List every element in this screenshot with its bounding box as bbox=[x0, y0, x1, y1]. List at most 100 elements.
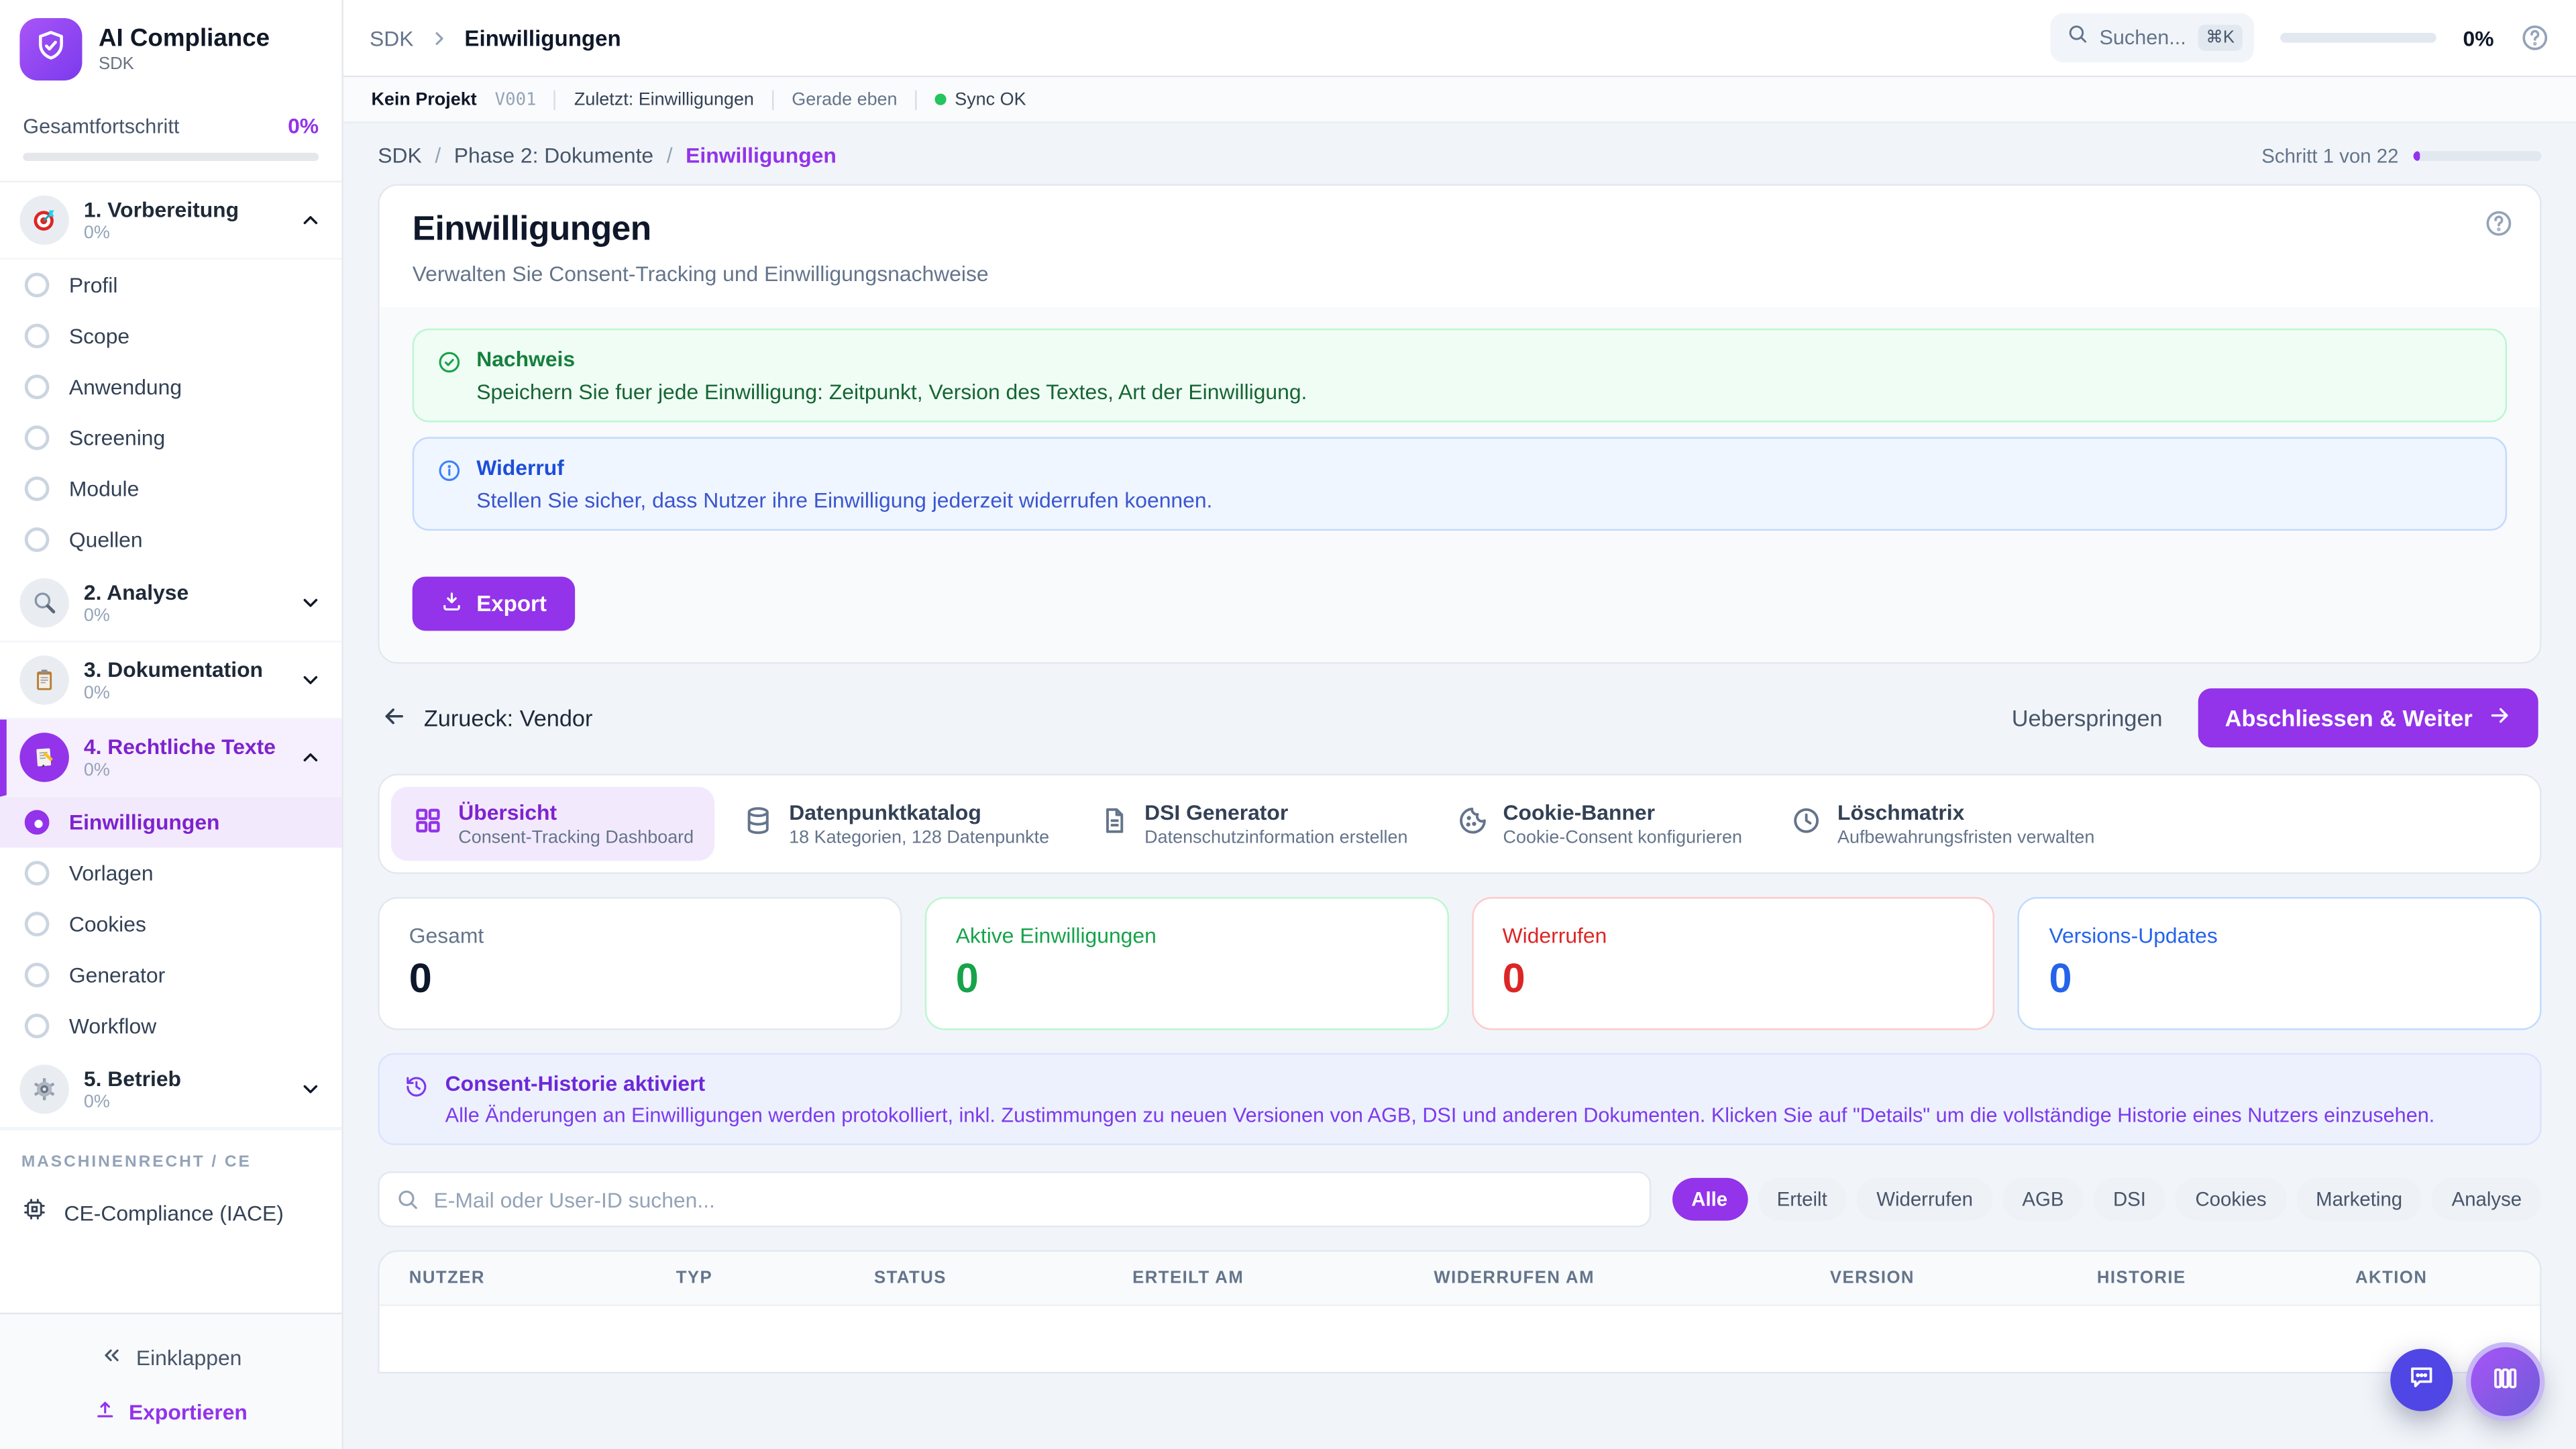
chip-agb[interactable]: AGB bbox=[2002, 1177, 2084, 1221]
sidebar-item-scope[interactable]: Scope bbox=[0, 311, 341, 362]
help-icon[interactable] bbox=[2520, 23, 2550, 52]
wizard-nav-row: Zurueck: Vendor Ueberspringen Abschliess… bbox=[381, 688, 2538, 748]
sidebar-item-profil[interactable]: Profil bbox=[0, 260, 341, 311]
board-view-fab-button[interactable] bbox=[2471, 1347, 2540, 1417]
sidebar-item-anwendung[interactable]: Anwendung bbox=[0, 362, 341, 413]
user-search-input[interactable] bbox=[378, 1171, 1650, 1228]
topbar-progress-bar bbox=[2280, 32, 2437, 43]
document-icon bbox=[1099, 804, 1130, 844]
sidebar-item-generator[interactable]: Generator bbox=[0, 950, 341, 1001]
step-progress-bar bbox=[2413, 150, 2542, 160]
tab-dsi-generator[interactable]: DSI Generator Datenschutzinformation erst… bbox=[1077, 787, 1430, 861]
stat-gesamt: Gesamt 0 bbox=[378, 897, 902, 1030]
cpu-icon bbox=[21, 1196, 48, 1230]
skip-button[interactable]: Ueberspringen bbox=[2011, 704, 2163, 731]
breadcrumb: SDK / Phase 2: Dokumente / Einwilligunge… bbox=[378, 143, 837, 168]
sidebar-section-analyse[interactable]: 2. Analyse 0% bbox=[0, 565, 342, 643]
col-widerrufen-am: WIDERRUFEN AM bbox=[1434, 1268, 1595, 1288]
breadcrumb-active: Einwilligungen bbox=[686, 143, 837, 168]
sidebar-item-workflow[interactable]: Workflow bbox=[0, 1000, 341, 1051]
sidebar-section-betrieb[interactable]: 5. Betrieb 0% bbox=[0, 1051, 342, 1129]
info-circle-icon bbox=[437, 455, 462, 513]
sidebar-nav: 1. Vorbereitung 0% Profil Scope Anwendun… bbox=[0, 182, 342, 1313]
radio-icon bbox=[24, 425, 50, 451]
chip-widerrufen[interactable]: Widerrufen bbox=[1856, 1177, 1993, 1221]
section-label: 3. Dokumentation bbox=[83, 657, 264, 682]
col-nutzer: NUTZER bbox=[409, 1268, 485, 1288]
chat-bubble-icon bbox=[2407, 1361, 2436, 1399]
page-breadcrumb-row: SDK / Phase 2: Dokumente / Einwilligunge… bbox=[378, 143, 2542, 168]
tab-cookie-banner[interactable]: Cookie-Banner Cookie-Consent konfiguriere… bbox=[1436, 787, 1764, 861]
alert-nachweis: Nachweis Speichern Sie fuer jede Einwill… bbox=[412, 328, 2508, 423]
radio-icon bbox=[24, 323, 50, 349]
project-statusbar: Kein Projekt V001 Zuletzt: Einwilligunge… bbox=[343, 77, 2576, 123]
tab-uebersicht[interactable]: Übersicht Consent-Tracking Dashboard bbox=[390, 787, 715, 861]
radio-icon bbox=[24, 476, 50, 501]
col-typ: TYP bbox=[676, 1268, 713, 1288]
user-search bbox=[378, 1171, 1650, 1228]
sidebar-item-cookies[interactable]: Cookies bbox=[0, 899, 341, 950]
chat-fab-button[interactable] bbox=[2390, 1348, 2453, 1411]
sidebar-item-ce-compliance[interactable]: CE-Compliance (IACE) bbox=[0, 1183, 341, 1250]
chip-analyse[interactable]: Analyse bbox=[2432, 1177, 2542, 1221]
chip-dsi[interactable]: DSI bbox=[2093, 1177, 2166, 1221]
chip-cookies[interactable]: Cookies bbox=[2176, 1177, 2287, 1221]
stat-widerrufen: Widerrufen 0 bbox=[1471, 897, 1995, 1030]
sidebar-item-screening[interactable]: Screening bbox=[0, 413, 341, 464]
app-title: AI Compliance bbox=[98, 24, 270, 53]
search-icon bbox=[2066, 23, 2088, 52]
grid-icon bbox=[413, 804, 444, 844]
topbar: SDK Einwilligungen Suchen... ⌘K 0% bbox=[343, 0, 2576, 78]
export-button[interactable]: Export bbox=[412, 576, 575, 631]
breadcrumb-phase[interactable]: Phase 2: Dokumente bbox=[453, 143, 654, 168]
section-percent: 0% bbox=[83, 1092, 110, 1112]
global-search[interactable]: Suchen... ⌘K bbox=[2049, 13, 2255, 63]
radio-icon bbox=[24, 861, 50, 885]
collapse-sidebar-button[interactable]: Einklappen bbox=[0, 1331, 341, 1385]
sidebar-group-label: MASCHINENRECHT / CE bbox=[0, 1128, 342, 1183]
sidebar-item-einwilligungen[interactable]: Einwilligungen bbox=[0, 796, 342, 848]
magnifier-icon bbox=[19, 578, 69, 628]
sidebar-section-rechtliche-texte[interactable]: 4. Rechtliche Texte 0% bbox=[0, 719, 342, 797]
radio-icon bbox=[24, 1014, 50, 1038]
global-search-placeholder: Suchen... bbox=[2099, 26, 2186, 50]
breadcrumb-sdk[interactable]: SDK bbox=[378, 143, 422, 168]
sidebar-export-button[interactable]: Exportieren bbox=[0, 1385, 341, 1426]
radio-selected-icon bbox=[24, 810, 50, 835]
section-label: 4. Rechtliche Texte bbox=[83, 734, 276, 759]
banner-title: Consent-Historie aktiviert bbox=[445, 1071, 706, 1096]
col-status: STATUS bbox=[874, 1268, 947, 1288]
breadcrumb-root[interactable]: SDK bbox=[370, 25, 414, 50]
page-subtitle: Verwalten Sie Consent-Tracking und Einwi… bbox=[412, 261, 989, 286]
back-link[interactable]: Zurueck: Vendor bbox=[381, 702, 592, 734]
section-percent: 0% bbox=[83, 223, 110, 244]
banner-text: Alle Änderungen an Einwilligungen werden… bbox=[445, 1104, 2435, 1127]
app-logo bbox=[19, 17, 83, 80]
section-percent: 0% bbox=[83, 683, 110, 704]
section-items-vorbereitung: Profil Scope Anwendung Screening Module … bbox=[0, 260, 341, 566]
sidebar-item-module[interactable]: Module bbox=[0, 464, 341, 515]
tab-loeschmatrix[interactable]: Löschmatrix Aufbewahrungsfristen verwalte… bbox=[1770, 787, 2116, 861]
table-header-row: NUTZER TYP STATUS ERTEILT AM WIDERRUFEN … bbox=[379, 1252, 2540, 1306]
chevron-down-icon bbox=[299, 1078, 322, 1101]
sidebar-section-dokumentation[interactable]: 3. Dokumentation 0% bbox=[0, 643, 342, 720]
shield-check-icon bbox=[33, 27, 69, 71]
section-label: 2. Analyse bbox=[83, 580, 189, 605]
tab-datenpunktkatalog[interactable]: Datenpunktkatalog 18 Kategorien, 128 Date… bbox=[722, 787, 1071, 861]
sidebar-section-vorbereitung[interactable]: 1. Vorbereitung 0% bbox=[0, 182, 342, 260]
finish-next-button[interactable]: Abschliessen & Weiter bbox=[2198, 688, 2538, 748]
clipboard-icon bbox=[19, 655, 69, 705]
col-aktion: AKTION bbox=[2355, 1268, 2428, 1288]
chip-alle[interactable]: Alle bbox=[1671, 1177, 1748, 1221]
card-help-icon[interactable] bbox=[2484, 209, 2514, 238]
cookie-icon bbox=[1457, 804, 1489, 844]
sidebar-item-vorlagen[interactable]: Vorlagen bbox=[0, 848, 341, 899]
arrow-left-icon bbox=[381, 702, 407, 734]
download-icon bbox=[440, 590, 463, 618]
chevron-up-icon bbox=[299, 209, 322, 231]
chip-erteilt[interactable]: Erteilt bbox=[1757, 1177, 1847, 1221]
chevrons-left-icon bbox=[100, 1344, 123, 1372]
sidebar-item-quellen[interactable]: Quellen bbox=[0, 515, 341, 566]
radio-icon bbox=[24, 374, 50, 400]
chip-marketing[interactable]: Marketing bbox=[2296, 1177, 2422, 1221]
